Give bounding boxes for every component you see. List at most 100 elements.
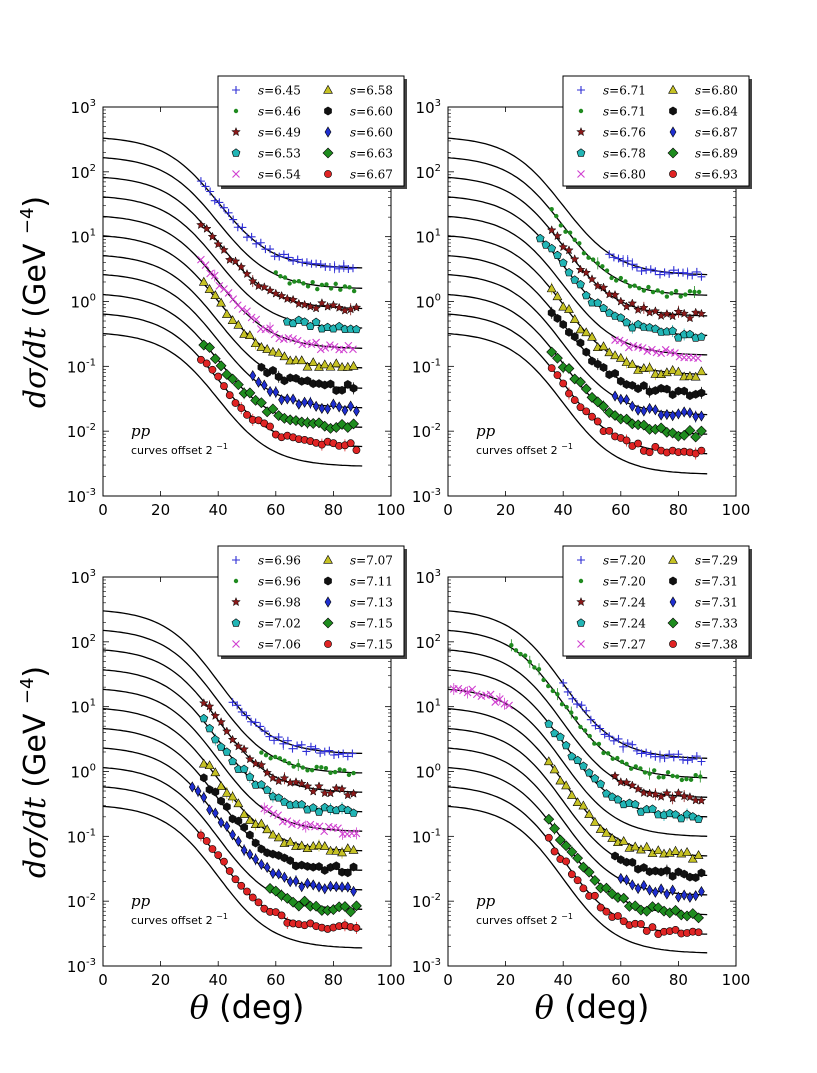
data-point xyxy=(308,786,319,796)
data-point xyxy=(673,366,684,376)
data-point xyxy=(650,306,661,316)
legend-marker xyxy=(324,576,332,586)
data-point xyxy=(239,764,249,773)
data-point xyxy=(692,410,700,423)
data-point xyxy=(224,254,235,264)
series-1 xyxy=(196,177,357,274)
data-point xyxy=(302,361,313,371)
data-point xyxy=(268,346,278,356)
data-point xyxy=(349,345,357,354)
x-tick-label: 100 xyxy=(377,971,406,989)
data-point xyxy=(239,328,250,338)
data-point xyxy=(300,765,306,770)
data-point xyxy=(586,715,595,724)
data-point xyxy=(637,920,645,928)
data-point xyxy=(256,759,267,770)
data-point xyxy=(558,258,568,267)
data-point xyxy=(319,282,325,288)
data-point xyxy=(550,688,556,694)
x-tick-label: 0 xyxy=(443,971,453,989)
data-point xyxy=(351,288,357,294)
data-point xyxy=(347,400,355,412)
data-point xyxy=(569,254,580,264)
data-point xyxy=(550,847,559,856)
data-point xyxy=(302,781,313,791)
data-point xyxy=(283,393,291,405)
data-point xyxy=(232,379,244,391)
data-point xyxy=(697,388,706,398)
legend-marker xyxy=(324,126,332,138)
model-curve xyxy=(103,157,363,289)
data-point xyxy=(265,285,275,295)
data-point xyxy=(257,844,266,854)
data-point xyxy=(624,343,633,352)
y-tick-label: 10-2 xyxy=(67,422,96,441)
data-point xyxy=(302,747,311,756)
data-point xyxy=(342,843,353,853)
legend: s=7.20 s=7.20 s=7.24 s=7.24 s=7.27 s=7.29 s=7.… xyxy=(562,545,752,659)
data-point xyxy=(564,304,574,313)
data-point xyxy=(696,795,707,805)
data-point xyxy=(349,862,358,872)
data-point xyxy=(296,840,307,850)
data-point xyxy=(590,257,596,262)
data-point xyxy=(622,317,631,327)
data-point xyxy=(345,906,357,918)
data-point xyxy=(628,857,637,867)
data-point xyxy=(627,284,633,289)
data-point xyxy=(618,835,629,845)
data-point xyxy=(569,314,580,323)
data-point xyxy=(314,781,324,791)
data-point xyxy=(573,716,579,721)
data-point xyxy=(267,403,279,415)
data-point xyxy=(269,849,277,859)
data-point xyxy=(648,923,657,932)
data-point xyxy=(271,908,280,917)
legend-label: s=6.71 xyxy=(603,84,646,98)
data-point xyxy=(312,400,320,412)
data-point xyxy=(680,406,688,418)
annotation-offset: curves offset 2 −1 xyxy=(131,912,228,927)
legend-label: s=6.58 xyxy=(350,84,393,98)
data-point xyxy=(210,767,221,777)
data-point xyxy=(348,844,359,854)
legend-label: s=7.29 xyxy=(695,554,738,568)
data-point xyxy=(665,770,671,775)
data-point xyxy=(265,732,274,741)
data-point xyxy=(576,338,585,348)
data-point xyxy=(581,251,587,256)
legend-marker xyxy=(324,640,332,648)
data-point xyxy=(301,396,308,408)
legend-label: s=6.53 xyxy=(258,147,301,161)
x-tick-label: 40 xyxy=(209,501,228,519)
data-point xyxy=(352,446,361,454)
legend-label: s=6.96 xyxy=(258,575,301,589)
data-point xyxy=(206,269,215,278)
data-point xyxy=(287,281,292,286)
data-point xyxy=(238,223,247,232)
data-point xyxy=(642,927,651,935)
legend-box xyxy=(217,545,405,657)
data-point xyxy=(675,774,680,779)
data-point xyxy=(660,290,665,295)
series-4 xyxy=(544,719,703,823)
model-curve xyxy=(448,629,708,779)
data-point xyxy=(334,750,343,759)
data-point xyxy=(634,439,642,448)
data-point xyxy=(298,881,306,893)
data-point xyxy=(278,274,283,279)
data-point xyxy=(246,848,254,860)
data-point xyxy=(220,857,228,866)
data-point xyxy=(564,704,569,710)
data-point xyxy=(623,256,632,265)
data-point xyxy=(610,350,620,360)
data-point xyxy=(256,238,265,247)
data-point xyxy=(617,393,625,405)
legend-marker xyxy=(232,86,240,94)
data-point xyxy=(566,790,577,799)
legend-label: s=7.31 xyxy=(695,596,738,610)
data-point xyxy=(297,821,306,830)
series-2 xyxy=(549,207,702,299)
data-point xyxy=(657,883,665,895)
data-point xyxy=(198,698,209,708)
